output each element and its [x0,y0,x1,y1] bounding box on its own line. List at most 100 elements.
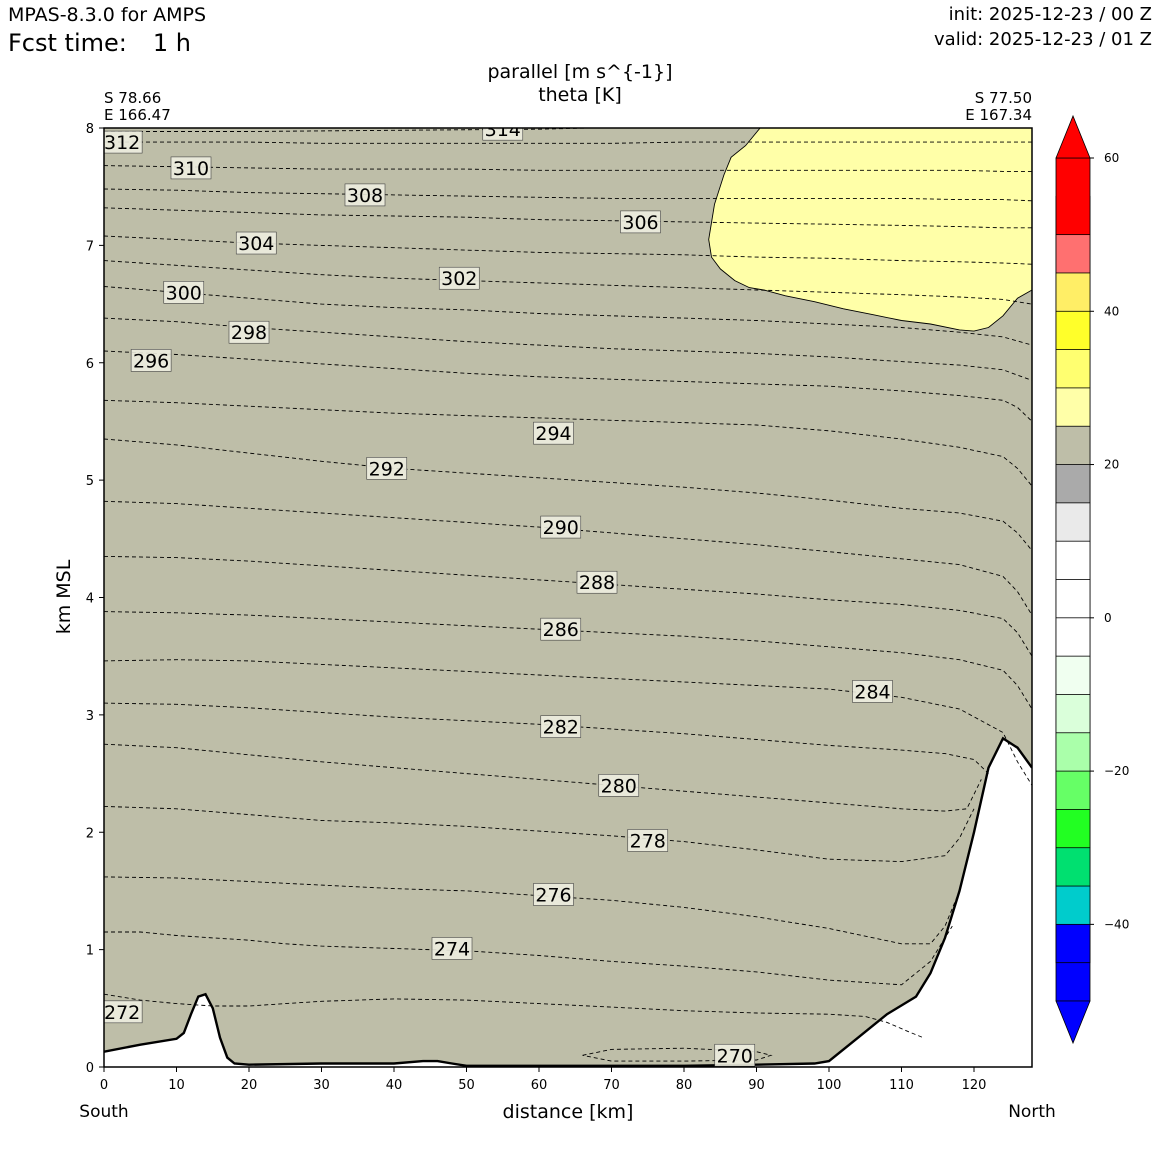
theta-label-294: 294 [533,421,574,445]
svg-text:288: 288 [579,572,615,594]
theta-contour-282 [104,702,989,774]
theta-label-286: 286 [540,617,582,641]
colorbar-segment [1055,157,1091,236]
colorbar-under-arrow [1055,1000,1091,1045]
theta-label-274: 274 [431,937,473,960]
model-title: MPAS-8.3.0 for AMPS [8,4,207,26]
valid-time: valid: 2025-12-23 / 01 Z [934,29,1152,50]
x-tick-label: 70 [603,1078,620,1093]
svg-text:298: 298 [231,322,267,344]
y-tick-label: 8 [86,122,94,137]
svg-text:306: 306 [622,212,658,234]
svg-text:310: 310 [173,158,209,180]
theta-label-288: 288 [576,570,618,594]
x-tick-label: 30 [313,1078,330,1093]
theta-label-306: 306 [620,210,661,234]
x-tick-label: 40 [386,1078,403,1093]
x-tick-label: 110 [889,1078,914,1093]
theta-contour-272 [104,993,924,1039]
colorbar-tick-label: −20 [1104,764,1129,778]
svg-text:304: 304 [238,233,274,255]
theta-contour-280 [104,743,982,812]
theta-contour-298 [104,317,1032,381]
x-tick-label: 10 [168,1078,185,1093]
init-time: init: 2025-12-23 / 00 Z [948,4,1152,25]
theta-label-310: 310 [170,156,212,180]
forecast-time-value: 1 h [152,29,191,57]
x-tick-label: 100 [817,1078,842,1093]
theta-label-308: 308 [344,183,386,207]
theta-contour-270 [582,1047,773,1062]
theta-contour-274 [104,925,953,986]
svg-text:290: 290 [543,517,579,539]
x-tick-label: 0 [100,1078,108,1093]
colorbar-tick-label: 20 [1104,458,1119,472]
svg-text:270: 270 [717,1045,753,1067]
x-tick-label: 60 [531,1078,548,1093]
chart-title: parallel [m s^{-1}] [487,61,672,83]
colorbar-tick-label: 40 [1104,304,1119,318]
y-axis: 0 1 2 3 4 5 6 7 8 [86,122,104,1076]
svg-text:286: 286 [543,619,579,641]
svg-text:280: 280 [601,775,637,797]
x-tick-label: 80 [676,1078,693,1093]
svg-text:278: 278 [630,830,666,852]
theta-label-270: 270 [714,1043,756,1067]
theta-contour-310 [104,165,1032,172]
svg-text:276: 276 [535,884,571,906]
right-end-lon: E 167.34 [965,106,1032,124]
forecast-time-label: Fcst time: [8,29,127,57]
svg-text:296: 296 [133,350,169,372]
theta-contour-292 [104,438,1032,551]
svg-text:308: 308 [347,185,383,207]
y-tick-label: 2 [86,826,94,841]
svg-text:284: 284 [854,681,890,703]
wind-fill-25-to-30 [708,128,1032,332]
theta-label-278: 278 [627,829,669,852]
svg-text:312: 312 [104,132,140,154]
theta-label-312: 312 [104,130,143,154]
y-tick-label: 1 [86,944,94,959]
y-tick-label: 6 [86,357,94,372]
theta-label-304: 304 [235,231,277,255]
plot-area: 270 272 274 276 278 280 282 284 286 288 290 292 294 2… [104,128,1032,1067]
svg-text:302: 302 [441,268,477,290]
svg-text:272: 272 [104,1002,140,1024]
y-tick-label: 0 [86,1061,94,1076]
theta-label-300: 300 [163,281,205,304]
theta-contour-312 [104,141,1032,144]
forecast-time: Fcst time: 1 h [8,29,191,57]
terrain-line [104,736,1032,1067]
theta-label-302: 302 [438,266,480,290]
theta-contour-300 [104,286,1032,346]
x-tick-label: 90 [748,1078,765,1093]
theta-label-296: 296 [130,349,172,372]
y-tick-label: 7 [86,239,94,254]
colorbar-tick-label: 60 [1104,151,1119,165]
theta-label-314: 314 [482,128,524,141]
x-axis: 0 10 20 30 40 50 60 70 80 90 100 110 120 [100,1067,987,1093]
theta-label-290: 290 [540,515,582,539]
south-label: South [79,1102,128,1122]
theta-contour-308 [104,188,1032,202]
svg-text:294: 294 [535,423,571,445]
chart-subtitle: theta [K] [538,84,622,106]
colorbar-tick-label: −40 [1104,917,1129,931]
x-tick-label: 120 [962,1078,987,1093]
theta-contour-284 [104,659,1032,786]
y-axis-label: km MSL [53,559,75,634]
theta-label-292: 292 [366,457,408,480]
theta-contour-278 [104,805,975,863]
theta-contour-276 [104,876,960,945]
theta-label-298: 298 [228,320,270,344]
theta-contour-296 [104,350,1032,422]
x-axis-label: distance [km] [503,1101,634,1123]
theta-contour-306 [104,207,1032,229]
left-end-lon: E 166.47 [104,106,171,124]
svg-text:300: 300 [166,282,202,304]
theta-label-272: 272 [104,1000,143,1024]
theta-contour-302 [104,260,1032,305]
svg-text:292: 292 [369,458,405,480]
theta-contour-314 [104,128,590,132]
